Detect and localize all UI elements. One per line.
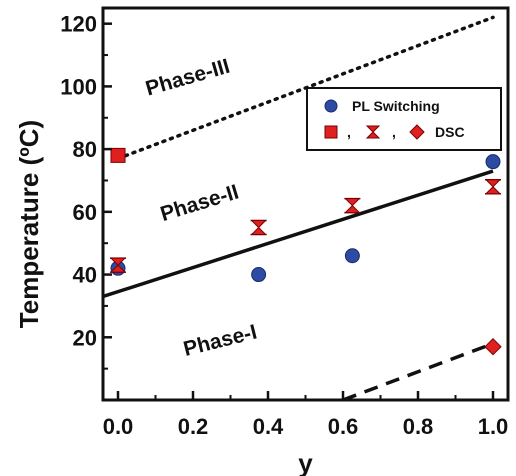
- phase-annotations: Phase-III Phase-II Phase-I: [143, 55, 259, 361]
- x-tick-label: 0.4: [253, 414, 284, 439]
- x-tick-label: 0.8: [403, 414, 434, 439]
- legend-box: [306, 87, 502, 151]
- y-tick-label: 120: [60, 12, 97, 37]
- phase-label-1: Phase-III: [143, 55, 232, 101]
- legend: PL Switching,, DSC: [306, 87, 502, 151]
- x-axis-title: y: [298, 448, 313, 476]
- data-point-diamond: [484, 337, 502, 356]
- trend-line-dashed: [342, 341, 494, 400]
- data-point-circle: [251, 267, 267, 283]
- legend-square-marker: [324, 125, 338, 139]
- legend-circle-marker: [324, 99, 338, 113]
- trend-lines: [103, 15, 495, 400]
- data-points: [109, 147, 502, 356]
- legend-label-pl: PL Switching: [352, 98, 440, 114]
- x-tick-label: 0.2: [178, 414, 209, 439]
- y-tick-label: 40: [73, 263, 97, 288]
- phase-label-2: Phase-II: [158, 180, 242, 226]
- y-tick-label: 80: [73, 137, 97, 162]
- data-point-hourglass: [109, 257, 127, 273]
- x-tick-label: 1.0: [478, 414, 509, 439]
- y-tick-label: 20: [73, 325, 97, 350]
- trend-line-solid: [103, 169, 494, 299]
- data-point-hourglass: [250, 220, 267, 236]
- axes: 0.0 0.2 0.4 0.6 0.8 1.0 20 40 60 80 100 120 y Tempera…: [14, 6, 510, 476]
- x-tick-label: 0.0: [103, 414, 134, 439]
- data-point-square: [110, 147, 126, 163]
- data-point-circle: [485, 154, 501, 170]
- phase-label-3: Phase-I: [181, 321, 259, 361]
- legend-separator: ,: [392, 124, 396, 140]
- legend-label-dsc: DSC: [435, 124, 465, 140]
- y-axis-title: Temperature (ºC): [14, 120, 44, 328]
- data-point-circle: [344, 248, 360, 264]
- data-point-hourglass: [484, 179, 502, 195]
- x-tick-label: 0.6: [328, 414, 359, 439]
- data-point-hourglass: [344, 198, 361, 214]
- legend-hourglass-marker: [365, 125, 381, 139]
- legend-diamond-marker: [409, 124, 425, 140]
- legend-separator: ,: [347, 124, 351, 140]
- y-tick-label: 100: [60, 74, 97, 99]
- y-tick-label: 60: [73, 200, 97, 225]
- trend-line-dotted: [116, 15, 495, 161]
